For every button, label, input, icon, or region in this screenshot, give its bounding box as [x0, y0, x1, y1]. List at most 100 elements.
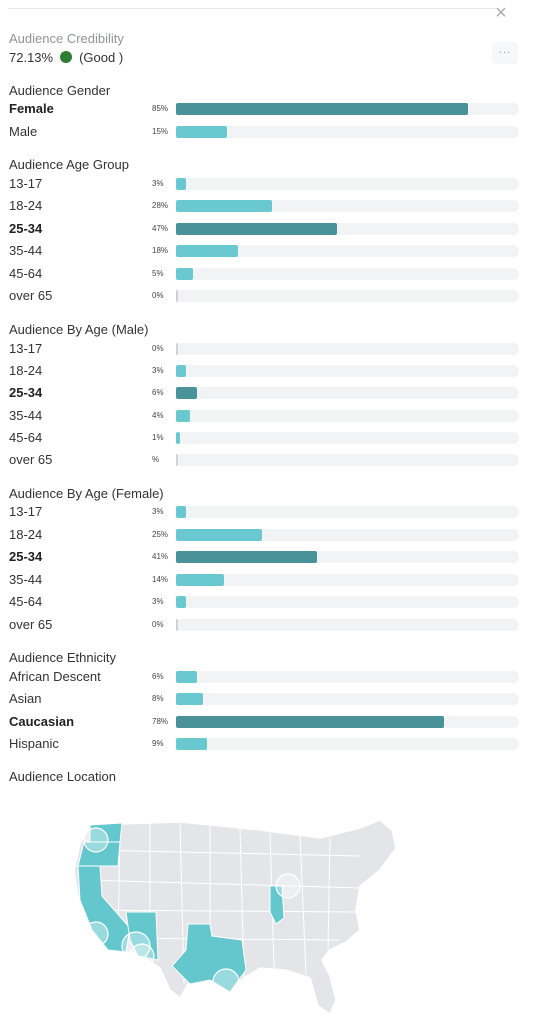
- bar-percent: 0%: [152, 620, 164, 629]
- bar-label: over 65: [9, 617, 53, 632]
- bar-row: 13-17 0%: [0, 341, 536, 357]
- bar-track: [176, 506, 519, 518]
- bar-track: [176, 693, 519, 705]
- bar-percent: 0%: [152, 344, 164, 353]
- bar-fill: [176, 619, 178, 631]
- bar-track: [176, 454, 519, 466]
- bar-percent: 8%: [152, 694, 164, 703]
- bar-label: 18-24: [9, 198, 43, 213]
- bar-percent: 5%: [152, 269, 164, 278]
- bar-fill: [176, 290, 178, 302]
- bar-row: 25-34 6%: [0, 385, 536, 401]
- bar-fill: [176, 200, 272, 212]
- bar-fill: [176, 126, 227, 138]
- state-california: [77, 865, 131, 953]
- credibility-title: Audience Credibility: [9, 31, 124, 46]
- location-marker-la: [83, 921, 109, 947]
- section-title: Audience By Age (Male): [9, 322, 149, 337]
- bar-fill: [176, 245, 238, 257]
- bar-track: [176, 126, 519, 138]
- bar-row: 45-64 3%: [0, 594, 536, 610]
- section-title: Audience Ethnicity: [9, 650, 116, 665]
- bar-row: 35-44 4%: [0, 408, 536, 424]
- section-title: Audience Gender: [9, 83, 111, 98]
- bar-fill: [176, 738, 207, 750]
- bar-track: [176, 671, 519, 683]
- bar-label: over 65: [9, 452, 53, 467]
- bar-label: 18-24: [9, 527, 43, 542]
- bar-row: 18-24 28%: [0, 198, 536, 214]
- bar-track: [176, 290, 519, 302]
- bar-fill: [176, 506, 186, 518]
- bar-label: 45-64: [9, 430, 43, 445]
- bar-track: [176, 574, 519, 586]
- bar-track: [176, 551, 519, 563]
- bar-label: Hispanic: [9, 736, 59, 751]
- bar-fill: [176, 529, 262, 541]
- credibility-status: (Good ): [79, 49, 124, 65]
- bar-fill: [176, 178, 186, 190]
- us-map-icon: [60, 800, 410, 1016]
- bar-track: [176, 365, 519, 377]
- bar-percent: 25%: [152, 530, 169, 539]
- bar-percent: 9%: [152, 739, 164, 748]
- bar-percent: 14%: [152, 575, 169, 584]
- bar-track: [176, 178, 519, 190]
- location-marker-chicago: [275, 873, 301, 899]
- credibility-row: 72.13% (Good ): [9, 49, 123, 65]
- bar-label: 25-34: [9, 385, 43, 400]
- bar-label: Asian: [9, 691, 42, 706]
- bar-label: 13-17: [9, 176, 43, 191]
- location-marker-phoenix-2: [129, 943, 155, 969]
- bar-track: [176, 245, 519, 257]
- bar-label: 45-64: [9, 594, 43, 609]
- bar-track: [176, 387, 519, 399]
- bar-label: 35-44: [9, 408, 43, 423]
- panel-divider: [8, 8, 498, 9]
- bar-fill: [176, 551, 317, 563]
- bar-track: [176, 619, 519, 631]
- bar-track: [176, 200, 519, 212]
- bar-label: Male: [9, 124, 38, 139]
- bar-label: African Descent: [9, 669, 101, 684]
- bar-fill: [176, 693, 203, 705]
- bar-row: 18-24 3%: [0, 363, 536, 379]
- bar-percent: 47%: [152, 224, 169, 233]
- bar-row: 45-64 1%: [0, 430, 536, 446]
- bar-row: 25-34 47%: [0, 221, 536, 237]
- bar-row: Hispanic 9%: [0, 736, 536, 752]
- credibility-value: 72.13%: [9, 49, 54, 65]
- bar-fill: [176, 387, 197, 399]
- bar-fill: [176, 223, 337, 235]
- bar-label: over 65: [9, 288, 53, 303]
- bar-percent: %: [152, 455, 160, 464]
- location-marker-seattle: [83, 827, 109, 853]
- bar-label: 25-34: [9, 549, 43, 564]
- bar-row: Male 15%: [0, 124, 536, 140]
- bar-track: [176, 529, 519, 541]
- bar-percent: 6%: [152, 672, 164, 681]
- bar-label: 13-17: [9, 341, 43, 356]
- bar-fill: [176, 454, 178, 466]
- more-options-button[interactable]: ...: [492, 42, 518, 64]
- bar-row: African Descent 6%: [0, 669, 536, 685]
- bar-track: [176, 432, 519, 444]
- bar-fill: [176, 365, 186, 377]
- bar-row: Asian 8%: [0, 691, 536, 707]
- location-markers: [83, 827, 301, 996]
- bar-row: Female 85%: [0, 101, 536, 117]
- bar-percent: 4%: [152, 411, 164, 420]
- bar-percent: 28%: [152, 201, 169, 210]
- bar-label: Caucasian: [9, 714, 75, 729]
- bar-fill: [176, 432, 180, 444]
- bar-percent: 41%: [152, 552, 169, 561]
- bar-fill: [176, 343, 178, 355]
- bar-track: [176, 103, 519, 115]
- bar-row: Caucasian 78%: [0, 714, 536, 730]
- bar-fill: [176, 716, 444, 728]
- close-icon[interactable]: ×: [495, 2, 507, 24]
- bar-label: Female: [9, 101, 54, 116]
- bar-percent: 1%: [152, 433, 164, 442]
- bar-fill: [176, 268, 193, 280]
- location-marker-houston: [212, 968, 240, 996]
